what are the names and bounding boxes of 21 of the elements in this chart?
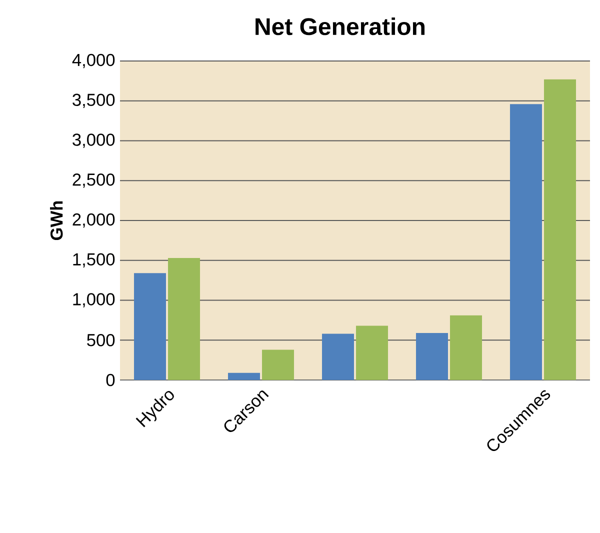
y-axis-title: GWh [50,201,63,240]
bar [168,258,200,380]
bar [134,273,166,380]
y-tick-label: 0 [106,374,115,386]
bar [510,104,542,380]
y-tick-label: 1,500 [73,253,115,268]
bar [228,372,260,380]
y-tick-label: 1,000 [73,293,115,308]
bar [262,350,294,380]
bar [416,332,448,380]
y-tick-label: 3,000 [72,134,115,148]
y-tick-label: 4,000 [72,54,115,68]
y-tick-label: 500 [87,334,115,346]
chart-title: Net Generation [256,18,425,36]
y-tick-label: 2,000 [72,213,115,228]
y-tick-label: 3,500 [72,94,115,108]
bar [322,334,354,380]
bar [544,79,576,380]
y-tick-label: 2,500 [72,173,115,188]
bar [450,315,482,380]
bar [356,326,388,380]
